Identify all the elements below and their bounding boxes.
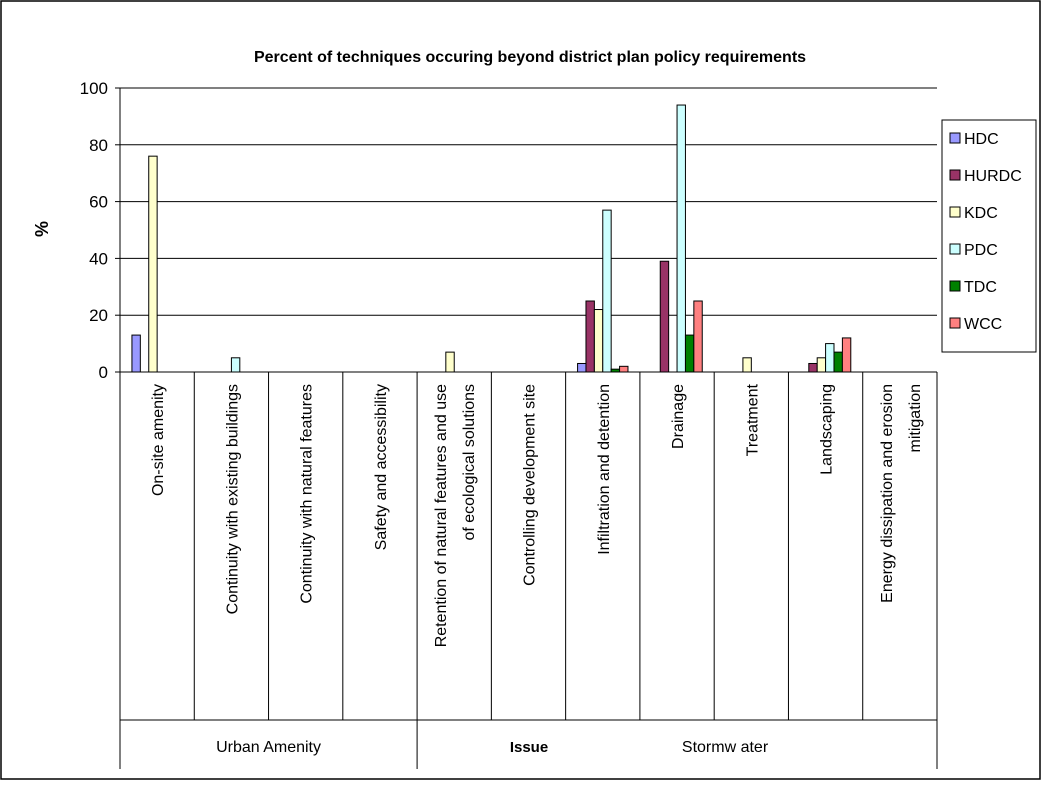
x-axis-label: Issue [510, 739, 548, 756]
x-category-label: Safety and accessibility [373, 384, 390, 550]
axes [119, 88, 937, 373]
bar-hdc [577, 362, 587, 373]
bars [131, 104, 852, 373]
bar-hurdc [808, 362, 818, 373]
x-category-label: of ecological solutions [461, 384, 478, 541]
x-category-label: Continuity with existing buildings [224, 384, 241, 614]
bar-hurdc [659, 260, 670, 373]
bar-hurdc [585, 300, 595, 373]
legend-label: HDC [964, 131, 999, 148]
x-category-label: Continuity with natural features [299, 384, 316, 604]
y-tick-label: 0 [99, 363, 108, 382]
y-tick-labels: 0 20 40 60 80 100 [80, 79, 120, 382]
bar-pdc [676, 104, 686, 373]
legend-label: WCC [964, 316, 1002, 333]
y-tick-label: 100 [80, 79, 108, 98]
chart-title: Percent of techniques occuring beyond di… [254, 49, 806, 66]
legend-box [941, 119, 1037, 353]
legend-swatch-pdc [949, 243, 961, 255]
bar-tdc [833, 351, 843, 373]
x-category-label: Controlling development site [522, 384, 539, 586]
x-category-label: Treatment [744, 383, 761, 456]
y-axis-label: % [32, 221, 52, 237]
bar-wcc [841, 337, 852, 373]
bar-tdc [684, 334, 695, 373]
legend-label: KDC [964, 205, 998, 222]
bar-pdc [230, 357, 241, 373]
legend-label: PDC [964, 242, 998, 259]
legend-swatch-kdc [949, 206, 961, 218]
bar-kdc [816, 357, 827, 373]
bar-kdc [742, 357, 752, 373]
bar-pdc [825, 343, 835, 373]
legend-label: TDC [964, 279, 997, 296]
y-tick-label: 60 [89, 193, 108, 212]
x-category-label: mitigation [907, 384, 924, 452]
y-tick-label: 40 [89, 249, 108, 268]
legend-swatch-wcc [949, 317, 961, 329]
group-label: Stormw ater [682, 739, 769, 756]
x-category-label: On-site amenity [150, 384, 167, 496]
x-category-label: Infiltration and detention [596, 384, 613, 555]
legend: HDC HURDC KDC PDC TDC WCC [941, 119, 1037, 353]
bar-wcc [619, 365, 629, 373]
x-category-label: Landscaping [819, 384, 836, 475]
y-tick-label: 80 [89, 136, 108, 155]
y-tick-label: 20 [89, 306, 108, 325]
x-category-label: Drainage [670, 384, 687, 449]
bar-wcc [693, 300, 703, 373]
legend-swatch-hurdc [949, 169, 961, 181]
x-category-labels: On-site amenity Continuity with existing … [119, 372, 938, 769]
bar-hdc [131, 334, 141, 373]
legend-swatch-hdc [949, 132, 961, 144]
plot-area [120, 88, 937, 372]
x-category-label: Retention of natural features and use [433, 384, 450, 647]
bar-kdc [148, 155, 158, 373]
x-category-label: Energy dissipation and erosion [879, 384, 896, 603]
bar-kdc [593, 309, 604, 373]
bar-kdc [445, 351, 455, 373]
group-label: Urban Amenity [216, 739, 321, 756]
legend-swatch-tdc [949, 280, 961, 292]
bar-pdc [602, 209, 612, 373]
legend-label: HURDC [964, 168, 1022, 185]
